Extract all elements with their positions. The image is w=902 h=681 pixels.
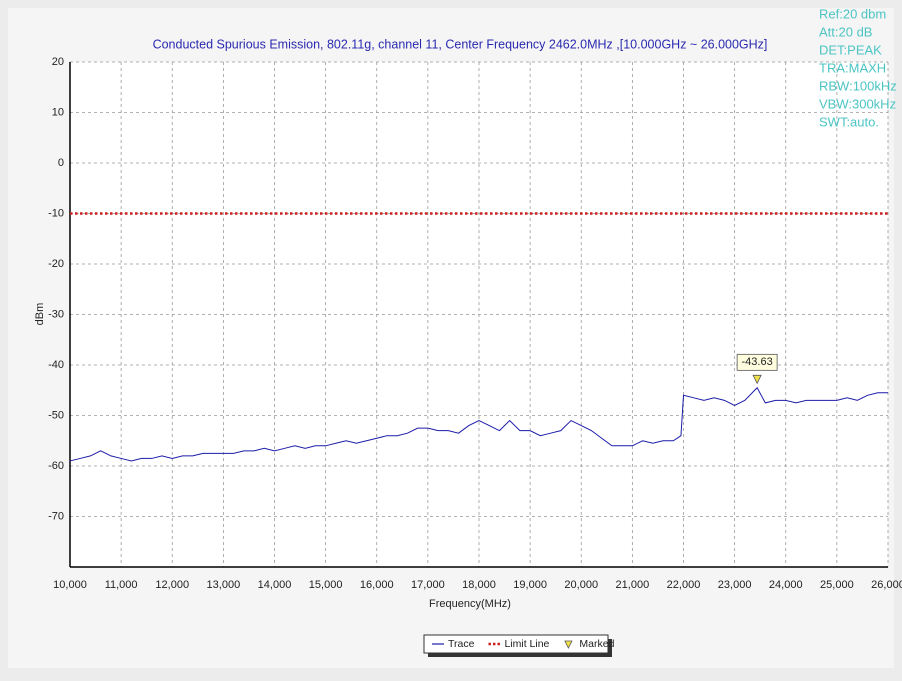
legend-label: Marked <box>579 638 614 650</box>
y-tick-label: 20 <box>52 56 64 68</box>
x-tick-label: 16,000 <box>360 579 394 591</box>
x-tick-label: 11,000 <box>105 579 138 591</box>
x-tick-label: 13,000 <box>207 579 241 591</box>
x-axis-label: Frequency(MHz) <box>429 598 511 610</box>
marker-label-box <box>736 353 778 371</box>
x-tick-label: 21,000 <box>616 579 650 591</box>
series-line <box>69 386 888 462</box>
y-tick-label: -20 <box>48 258 64 270</box>
x-tick-label: 18,000 <box>462 579 496 591</box>
y-tick-label: -30 <box>48 308 64 320</box>
y-tick-label: -10 <box>48 207 64 219</box>
y-tick-label: 0 <box>58 157 64 169</box>
legend-label: Limit Line <box>504 638 549 650</box>
x-tick-label: 25,000 <box>820 579 854 591</box>
x-tick-label: 10,000 <box>53 579 87 591</box>
x-tick-label: 24,000 <box>769 579 803 591</box>
info-text: DET:PEAK <box>819 42 882 57</box>
info-text: Att:20 dB <box>819 24 872 39</box>
chart-title: Conducted Spurious Emission, 802.11g, ch… <box>153 37 768 51</box>
x-tick-label: 15,000 <box>309 579 343 591</box>
marker-label: -43.63 <box>742 356 773 368</box>
y-tick-label: -60 <box>48 460 64 472</box>
y-axis-label: dBm <box>34 303 46 326</box>
y-tick-label: -40 <box>48 359 64 371</box>
x-tick-label: 22,000 <box>667 579 701 591</box>
info-text: TRA:MAXH <box>819 60 886 75</box>
y-tick-label: -70 <box>48 510 64 522</box>
x-tick-label: 12,000 <box>155 579 189 591</box>
marker <box>752 374 762 385</box>
info-text: Ref:20 dbm <box>819 6 886 21</box>
info-text: RBW:100kHz <box>819 78 897 93</box>
x-tick-label: 19,000 <box>513 579 547 591</box>
info-text: SWT:auto. <box>819 114 879 129</box>
info-text: VBW:300kHz <box>819 96 896 111</box>
y-tick-label: -50 <box>48 409 64 421</box>
x-tick-label: 26,000 <box>871 579 902 591</box>
x-tick-label: 17,000 <box>411 579 445 591</box>
legend-label: Trace <box>448 638 475 650</box>
y-tick-label: 10 <box>52 106 64 118</box>
x-tick-label: 23,000 <box>718 579 752 591</box>
legend <box>423 634 609 654</box>
x-tick-label: 20,000 <box>564 579 598 591</box>
legend-symbol <box>564 640 573 649</box>
x-tick-label: 14,000 <box>258 579 292 591</box>
